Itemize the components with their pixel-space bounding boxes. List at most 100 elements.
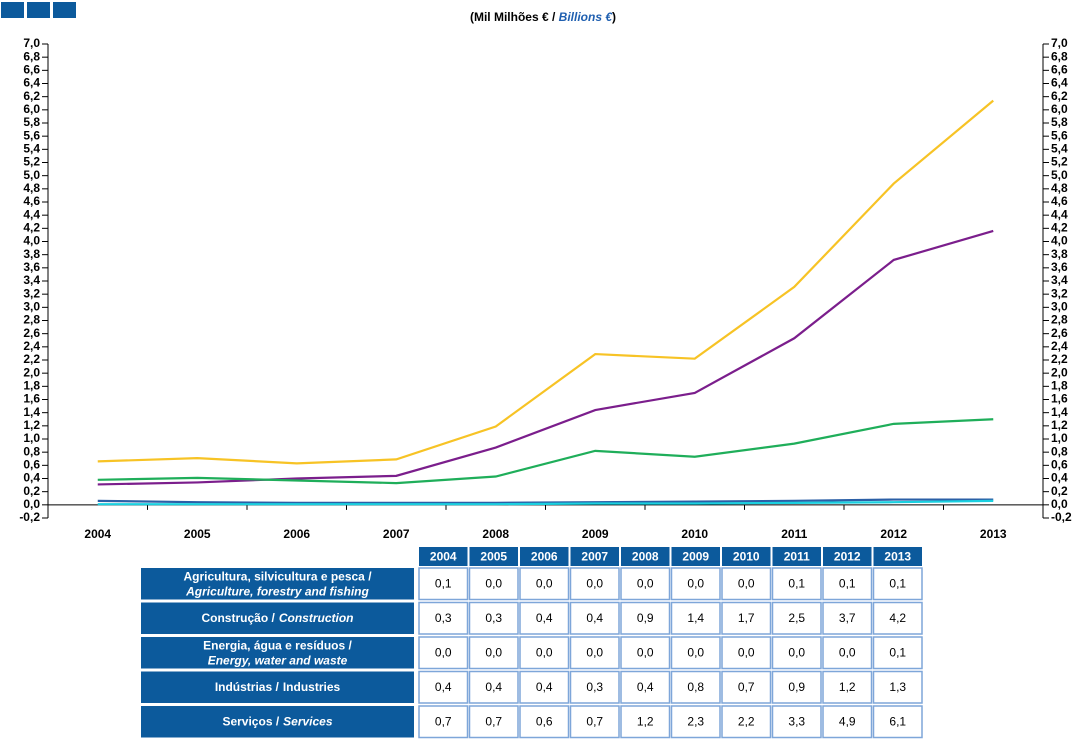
- table-value: 0,6: [536, 714, 553, 728]
- row-header: [141, 602, 414, 634]
- table-value: 3,3: [788, 714, 805, 728]
- y-tick-label: 4,2: [23, 221, 40, 235]
- row-header: [141, 568, 414, 600]
- y-tick-label: -0,2: [19, 510, 40, 524]
- y2-tick-label: 2,4: [1051, 339, 1068, 353]
- table-cell: [771, 601, 822, 635]
- decor-square: [27, 2, 50, 18]
- x-tick-label: 2008: [482, 527, 509, 541]
- table-cell: [620, 670, 671, 704]
- table-cell: [519, 670, 570, 704]
- table-header-label: 2009: [682, 550, 709, 564]
- table-value: 0,0: [586, 576, 603, 590]
- series-name-en: Construction: [279, 611, 354, 625]
- table-cell: [569, 567, 620, 601]
- table-value: 0,1: [889, 576, 906, 590]
- row-header: [141, 706, 414, 738]
- table-value: 0,7: [586, 714, 603, 728]
- table-cell: [721, 567, 772, 601]
- table-value: 0,7: [738, 680, 755, 694]
- table-cell: [620, 636, 671, 670]
- y2-tick-label: 4,4: [1051, 207, 1068, 221]
- table-header-label: 2007: [581, 550, 608, 564]
- x-tick-label: 2009: [582, 527, 609, 541]
- y-tick-label: 0,0: [23, 497, 40, 511]
- table-cell: [519, 636, 570, 670]
- y-tick-label: 0,2: [23, 484, 40, 498]
- table-header-label: 2011: [784, 550, 810, 564]
- table-value: 0,3: [586, 680, 603, 694]
- x-tick-label: 2006: [283, 527, 310, 541]
- table-header-cell: [520, 547, 569, 566]
- series-line: [97, 99, 994, 465]
- decor-square: [1, 2, 24, 18]
- table-cell: [721, 670, 772, 704]
- y-tick-label: 5,4: [23, 142, 40, 156]
- series-line: [97, 229, 994, 486]
- table-cell: [822, 636, 873, 670]
- y2-tick-label: 5,6: [1051, 128, 1068, 142]
- y2-tick-label: 0,6: [1051, 458, 1068, 472]
- table-value: 6,1: [889, 714, 906, 728]
- table-value: 0,0: [536, 645, 553, 659]
- x-tick-label: 2004: [84, 527, 111, 541]
- y2-tick-label: 6,0: [1051, 102, 1068, 116]
- table-header-label: 2013: [884, 550, 911, 564]
- table-header-label: 2006: [531, 550, 558, 564]
- table-cell: [569, 705, 620, 739]
- table-value: 0,0: [637, 645, 654, 659]
- table-cell: [620, 705, 671, 739]
- table-header-cell: [419, 547, 468, 566]
- table-cell: [721, 705, 772, 739]
- table-cell: [569, 670, 620, 704]
- table-cell: [872, 705, 923, 739]
- y2-tick-label: 6,6: [1051, 63, 1068, 77]
- table-header-label: 2008: [632, 550, 659, 564]
- table-cell: [468, 636, 519, 670]
- table-cell: [872, 601, 923, 635]
- series-name: Serviços /: [222, 714, 279, 728]
- table-header-label: 2004: [430, 550, 457, 564]
- y2-tick-label: 0,0: [1051, 497, 1068, 511]
- table-value: 0,4: [435, 680, 452, 694]
- table-value: 0,0: [839, 645, 856, 659]
- table-value: 0,7: [485, 714, 502, 728]
- table-cell: [771, 567, 822, 601]
- y2-tick-label: 1,2: [1051, 418, 1068, 432]
- table-header-cell: [570, 547, 619, 566]
- table-value: 2,3: [687, 714, 704, 728]
- table-header-cell: [823, 547, 872, 566]
- table-header-label: 2012: [834, 550, 861, 564]
- row-header: [141, 637, 414, 669]
- table-cell: [771, 670, 822, 704]
- y-tick-label: 5,8: [23, 115, 40, 129]
- table-cell: [670, 705, 721, 739]
- table-value: 0,0: [485, 576, 502, 590]
- y2-tick-label: 5,0: [1051, 168, 1068, 182]
- table-value: 0,0: [788, 645, 805, 659]
- table-value: 0,0: [586, 645, 603, 659]
- y2-tick-label: 7,0: [1051, 36, 1068, 50]
- table-value: 0,1: [788, 576, 805, 590]
- y-tick-label: 2,2: [23, 352, 40, 366]
- table-cell: [418, 705, 469, 739]
- table-value: 2,5: [788, 611, 805, 625]
- y2-tick-label: 6,4: [1051, 76, 1068, 90]
- x-tick-label: 2007: [383, 527, 410, 541]
- table-value: 4,9: [839, 714, 856, 728]
- table-cell: [670, 567, 721, 601]
- title-pt: (Mil Milhões € /: [470, 10, 559, 24]
- table-value: 1,2: [839, 680, 856, 694]
- table-header-cell: [772, 547, 821, 566]
- table-header-cell: [873, 547, 922, 566]
- y2-tick-label: 3,4: [1051, 273, 1068, 287]
- table-cell: [721, 601, 772, 635]
- table-value: 0,0: [738, 576, 755, 590]
- y-tick-label: 0,6: [23, 458, 40, 472]
- series-line: [97, 499, 994, 506]
- y-tick-label: 6,8: [23, 49, 40, 63]
- y-tick-label: 1,2: [23, 418, 40, 432]
- y-tick-label: 4,4: [23, 207, 40, 221]
- table-value: 3,7: [839, 611, 856, 625]
